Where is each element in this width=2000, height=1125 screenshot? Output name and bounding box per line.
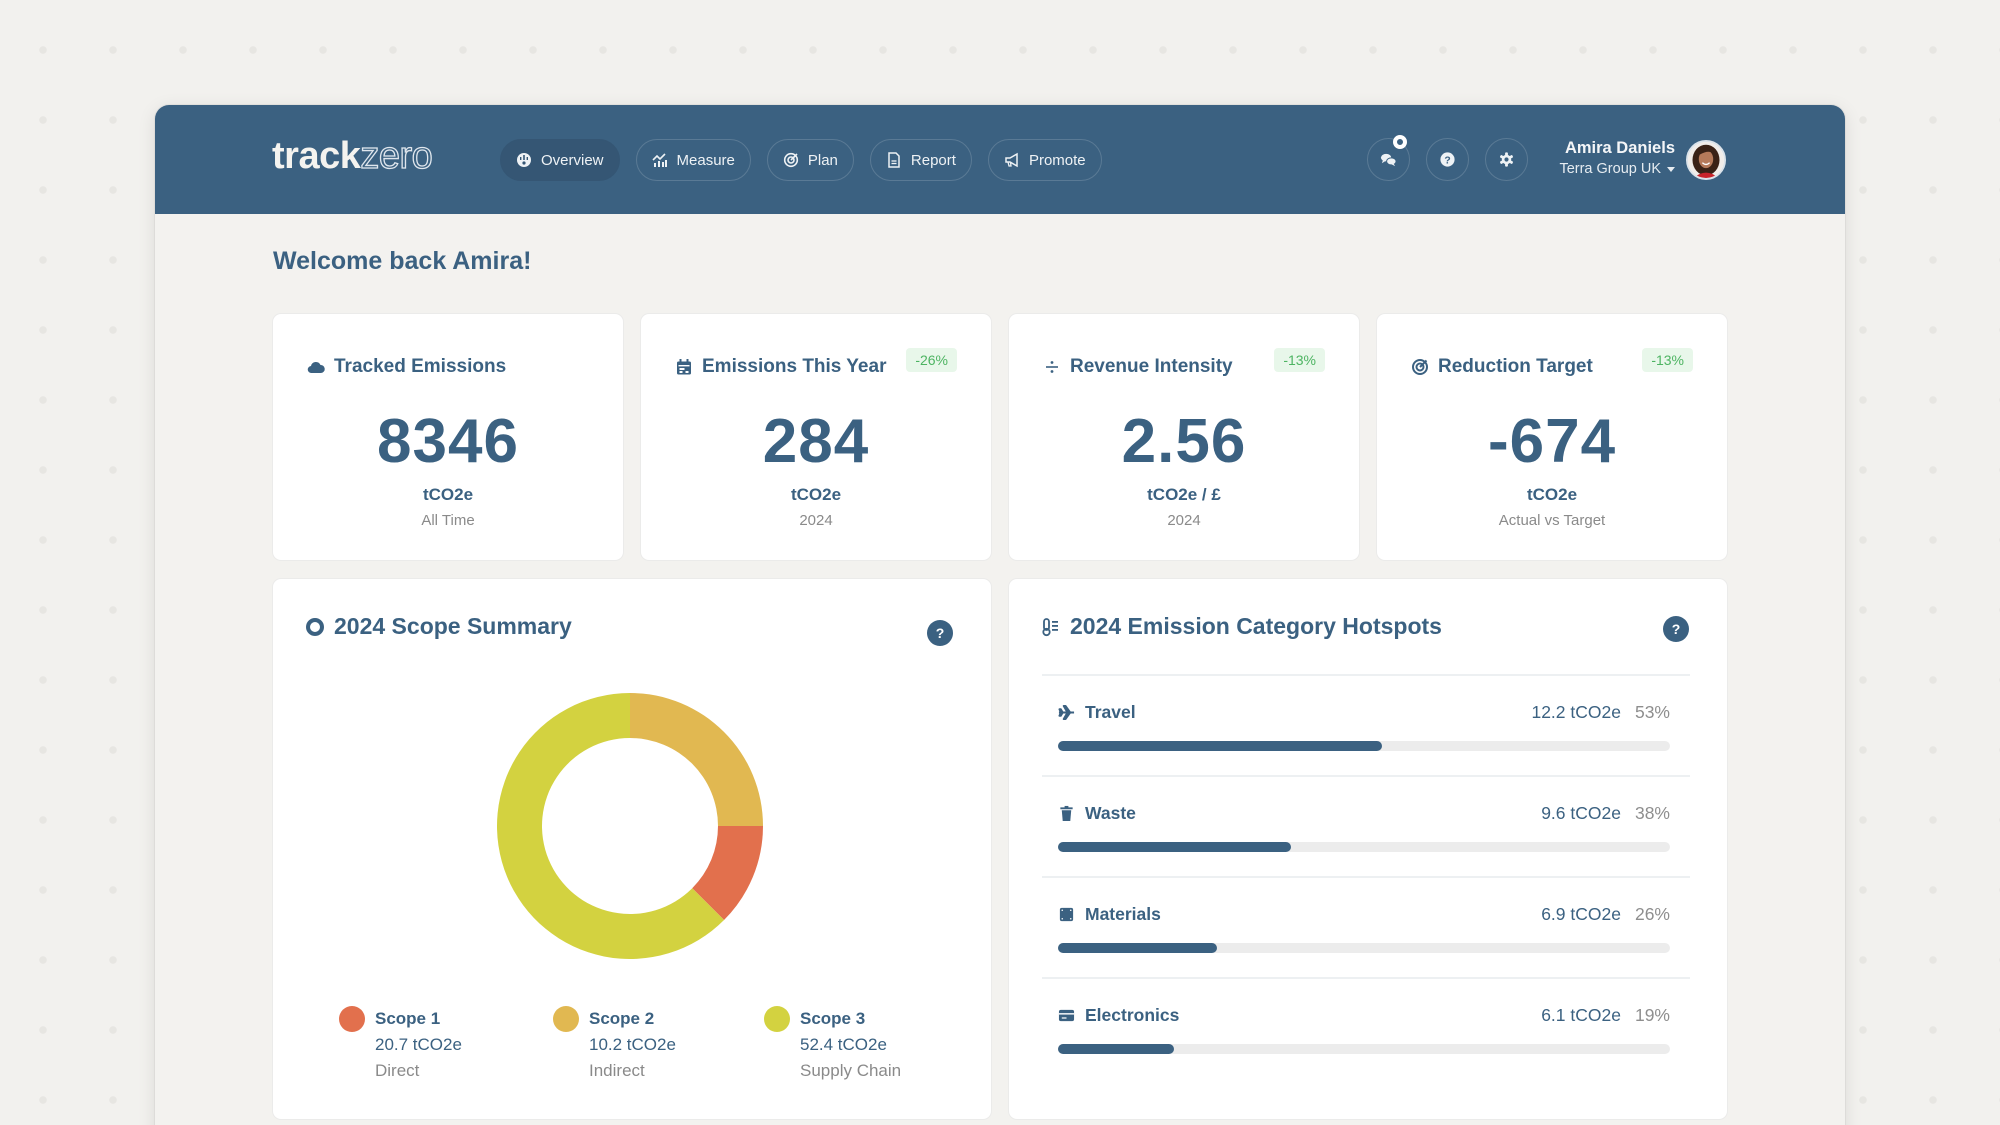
target-icon <box>783 152 798 168</box>
messages-button[interactable] <box>1367 135 1410 181</box>
logo[interactable]: trackzero <box>272 134 433 177</box>
top-navigation-bar: trackzero Overview Measure Plan Report P… <box>155 105 1845 214</box>
change-badge: -13% <box>1642 348 1693 372</box>
legend-swatch <box>764 1006 790 1032</box>
user-menu[interactable]: Amira Daniels Terra Group UK <box>1545 139 1675 177</box>
stat-unit: tCO2e <box>790 485 842 504</box>
dashboard-icon <box>517 153 531 167</box>
hotspot-row-electronics[interactable]: Electronics 6.1 tCO2e 19% <box>1042 977 1690 1078</box>
nav-overview[interactable]: Overview <box>500 139 620 181</box>
box-icon <box>1059 907 1074 922</box>
nav-plan[interactable]: Plan <box>766 139 854 181</box>
progress-fill <box>1058 842 1291 852</box>
user-name: Amira Daniels <box>1564 139 1675 157</box>
stat-unit: tCO2e <box>1526 485 1578 504</box>
scope-donut-chart <box>497 693 763 959</box>
stat-subtitle: All Time <box>421 512 475 529</box>
trash-icon <box>1060 805 1073 822</box>
donut-slice-scope-3[interactable] <box>497 693 725 959</box>
hotspot-row-materials[interactable]: Materials 6.9 tCO2e 26% <box>1042 876 1690 977</box>
change-badge: -26% <box>906 348 957 372</box>
panel-title: 2024 Scope Summary <box>334 613 572 639</box>
progress-bar <box>1058 943 1670 953</box>
hotspot-list: Travel 12.2 tCO2e 53% Waste 9.6 tCO2e 38… <box>1042 674 1690 1078</box>
progress-bar <box>1058 741 1670 751</box>
legend-swatch <box>339 1006 365 1032</box>
avatar-image <box>1688 142 1724 178</box>
megaphone-icon <box>1005 152 1018 168</box>
stat-title: Reduction Target <box>1438 356 1593 377</box>
app-window: trackzero Overview Measure Plan Report P… <box>155 105 1845 1125</box>
donut-icon <box>306 617 324 636</box>
stat-value: 284 <box>762 407 870 476</box>
stat-card-tracked-emissions: Tracked Emissions 8346 tCO2e All Time <box>273 314 623 560</box>
hotspots-panel: 2024 Emission Category Hotspots ? Travel… <box>1009 579 1727 1119</box>
help-icon: ? <box>935 625 945 641</box>
avatar[interactable] <box>1686 140 1726 180</box>
main-nav: Overview Measure Plan Report Promote <box>500 139 1102 181</box>
progress-bar <box>1058 842 1670 852</box>
help-icon: ? <box>1440 152 1455 167</box>
stat-unit: tCO2e / £ <box>1147 485 1221 504</box>
legend-item-scope-3: Scope 3 52.4 tCO2e Supply Chain <box>764 1006 901 1081</box>
stat-value: 2.56 <box>1121 407 1247 476</box>
scope-summary-panel: 2024 Scope Summary ? Scope 1 20.7 tCO2e … <box>273 579 991 1119</box>
stat-card-revenue-intensity: Revenue Intensity -13% 2.56 tCO2e / £ 20… <box>1009 314 1359 560</box>
stat-unit: tCO2e <box>422 485 474 504</box>
progress-fill <box>1058 1044 1175 1054</box>
thermometer-icon <box>1042 617 1058 636</box>
panel-title: 2024 Emission Category Hotspots <box>1070 613 1442 639</box>
calendar-icon <box>677 359 691 375</box>
card-icon <box>1058 1009 1075 1022</box>
hotspot-row-travel[interactable]: Travel 12.2 tCO2e 53% <box>1042 674 1690 775</box>
welcome-heading: Welcome back Amira! <box>273 247 532 275</box>
stat-subtitle: 2024 <box>1167 512 1201 529</box>
notification-dot <box>1393 135 1407 149</box>
stat-subtitle: 2024 <box>799 512 833 529</box>
help-button[interactable]: ? <box>1426 138 1469 181</box>
nav-report[interactable]: Report <box>869 139 972 181</box>
header-actions: ? <box>1367 135 1528 181</box>
help-button[interactable]: ? <box>1663 616 1689 642</box>
org-selector[interactable]: Terra Group UK <box>1545 161 1675 177</box>
legend-item-scope-1: Scope 1 20.7 tCO2e Direct <box>339 1006 462 1081</box>
stat-subtitle: Actual vs Target <box>1498 512 1606 529</box>
legend-item-scope-2: Scope 2 10.2 tCO2e Indirect <box>553 1006 676 1081</box>
stat-title: Emissions This Year <box>702 356 887 377</box>
chart-icon <box>651 153 667 167</box>
document-icon <box>888 152 900 168</box>
stat-card-reduction-target: Reduction Target -13% -674 tCO2e Actual … <box>1377 314 1727 560</box>
stat-title: Revenue Intensity <box>1070 356 1233 377</box>
cloud-icon <box>307 361 325 374</box>
gear-icon <box>1500 152 1513 167</box>
change-badge: -13% <box>1274 348 1325 372</box>
divide-icon <box>1046 361 1058 373</box>
settings-button[interactable] <box>1485 138 1528 181</box>
hotspot-row-waste[interactable]: Waste 9.6 tCO2e 38% <box>1042 775 1690 876</box>
stat-value: 8346 <box>377 407 519 476</box>
progress-fill <box>1058 943 1218 953</box>
donut-slice-scope-2[interactable] <box>630 693 763 826</box>
svg-text:?: ? <box>1444 155 1450 166</box>
legend-swatch <box>553 1006 579 1032</box>
donut-slice-scope-1[interactable] <box>692 826 763 921</box>
stat-title: Tracked Emissions <box>334 356 507 377</box>
caret-down-icon <box>1667 166 1675 172</box>
target-icon <box>1412 359 1428 375</box>
chat-icon <box>1380 153 1397 167</box>
airplane-icon <box>1058 704 1075 721</box>
progress-bar <box>1058 1044 1670 1054</box>
stat-value: -674 <box>1487 407 1617 476</box>
nav-promote[interactable]: Promote <box>987 139 1102 181</box>
stat-card-emissions-this-year: Emissions This Year -26% 284 tCO2e 2024 <box>641 314 991 560</box>
help-icon: ? <box>1671 621 1681 637</box>
nav-measure[interactable]: Measure <box>635 139 751 181</box>
help-button[interactable]: ? <box>927 620 953 646</box>
progress-fill <box>1058 741 1383 751</box>
